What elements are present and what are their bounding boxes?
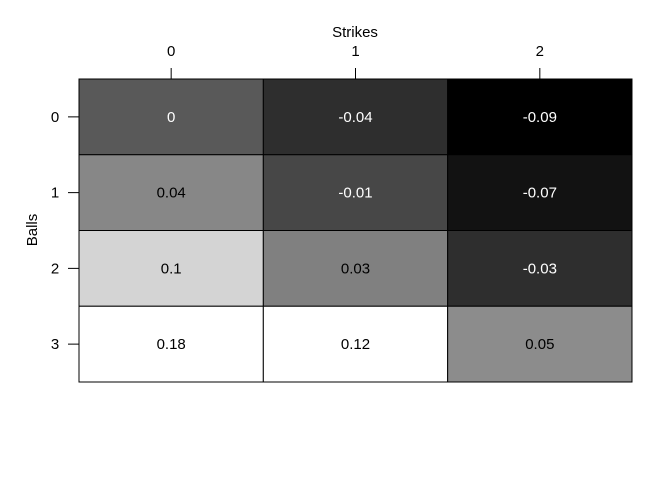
- heatmap-cell: [262, 154, 449, 231]
- cell-labels-layer: 0 -0.04 -0.09 0.04 -0.01 -0.07 0.1 0.03 -0.03 0.1…: [157, 109, 557, 353]
- heatmap-cell: [262, 230, 449, 307]
- heatmap-cell: [78, 305, 264, 383]
- cell-value-label: -0.01: [338, 185, 372, 202]
- heatmap-cell: [447, 305, 633, 383]
- y-tick-label: 2: [51, 260, 59, 277]
- y-tick-label: 1: [51, 185, 59, 202]
- cell-value-label: 0.05: [525, 336, 554, 353]
- heatmap-cell: [447, 154, 633, 231]
- x-tick-label: 2: [536, 43, 544, 60]
- heatmap-cell: [78, 78, 264, 156]
- cell-value-label: 0: [167, 109, 175, 126]
- cells-layer: [78, 78, 633, 383]
- cell-value-label: 0.12: [341, 336, 370, 353]
- y-axis-title: Balls: [24, 214, 41, 247]
- x-tick-label: 0: [167, 43, 175, 60]
- y-tick-label: 0: [51, 109, 59, 126]
- cell-value-label: 0.03: [341, 260, 370, 277]
- x-axis-title: Strikes: [332, 24, 378, 41]
- cell-value-label: 0.1: [161, 260, 182, 277]
- cell-value-label: 0.04: [157, 185, 186, 202]
- x-axis: Strikes 0 1 2: [167, 24, 544, 79]
- cell-value-label: 0.18: [157, 336, 186, 353]
- heatmap-cell: [78, 154, 264, 231]
- cell-value-label: -0.07: [523, 185, 557, 202]
- cell-value-label: -0.03: [523, 260, 557, 277]
- x-tick-label: 1: [351, 43, 359, 60]
- y-axis: Balls 0 1 2 3: [24, 109, 79, 353]
- y-tick-label: 3: [51, 336, 59, 353]
- cell-value-label: -0.09: [523, 109, 557, 126]
- cell-value-label: -0.04: [338, 109, 372, 126]
- heatmap-cell: [262, 78, 449, 156]
